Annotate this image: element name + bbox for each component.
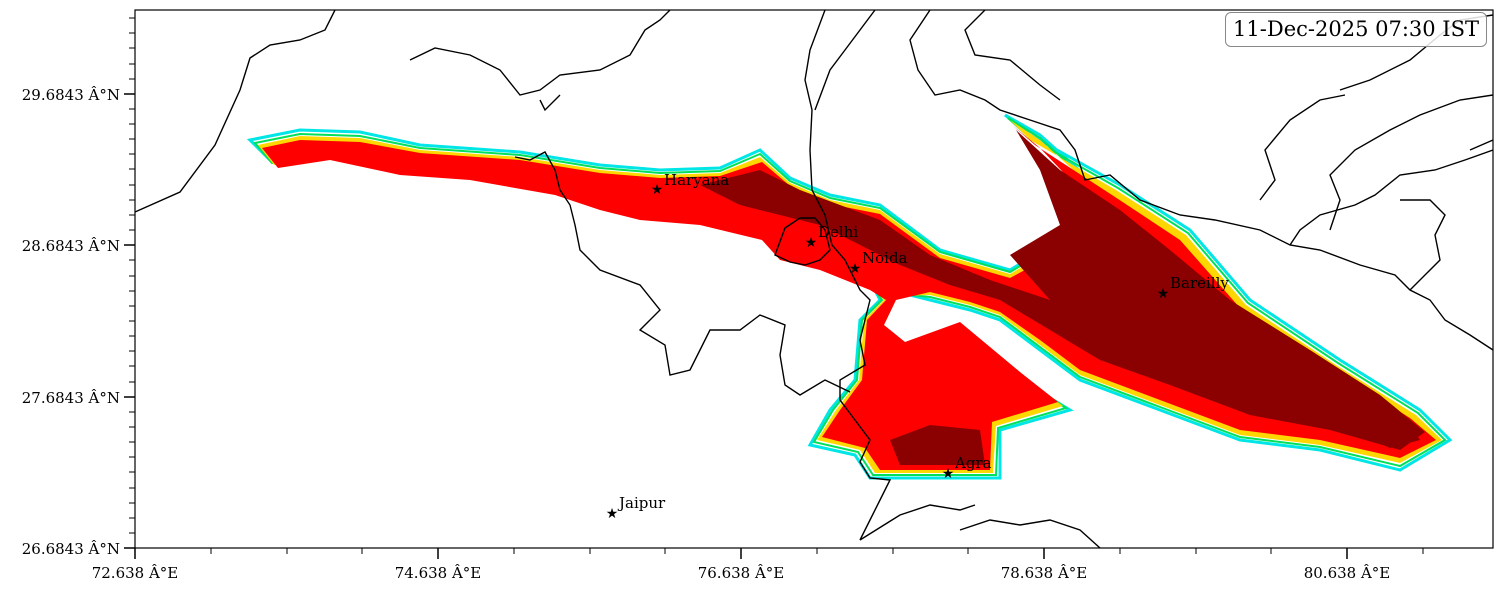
star-icon: ★ bbox=[651, 182, 664, 198]
y-tick-label: 26.6843 Â°N bbox=[22, 540, 120, 558]
star-icon: ★ bbox=[1157, 286, 1170, 302]
timestamp-label: 11-Dec-2025 07:30 IST bbox=[1225, 12, 1487, 47]
city-label: Bareilly bbox=[1170, 274, 1229, 292]
y-tick-labels: 29.6843 Â°N 28.6843 Â°N 27.6843 Â°N 26.6… bbox=[22, 86, 120, 558]
y-tick-label: 29.6843 Â°N bbox=[22, 86, 120, 104]
fog-layer-darkred bbox=[700, 130, 1425, 465]
fog-layer-red bbox=[262, 125, 1436, 470]
star-icon: ★ bbox=[606, 506, 619, 522]
city-marker-agra: ★ Agra bbox=[942, 454, 992, 482]
city-marker-bareilly: ★ Bareilly bbox=[1157, 274, 1230, 302]
plot-frame bbox=[134, 9, 1494, 549]
city-label: Jaipur bbox=[617, 494, 666, 512]
x-tick-labels: 72.638 Â°E 74.638 Â°E 76.638 Â°E 78.638 … bbox=[92, 564, 1391, 582]
city-marker-delhi: ★ Delhi bbox=[805, 223, 859, 251]
city-label: Noida bbox=[862, 249, 908, 267]
x-tick-label: 76.638 Â°E bbox=[698, 564, 785, 582]
boundary-lines bbox=[135, 10, 1493, 548]
x-tick-label: 80.638 Â°E bbox=[1304, 564, 1391, 582]
city-marker-noida: ★ Noida bbox=[849, 249, 908, 277]
star-icon: ★ bbox=[942, 466, 955, 482]
x-tick-label: 78.638 Â°E bbox=[1001, 564, 1088, 582]
y-tick-label: 27.6843 Â°N bbox=[22, 389, 120, 407]
city-label: Agra bbox=[954, 454, 992, 472]
city-markers: ★ Haryana ★ Delhi ★ Noida ★ Bareilly ★ A… bbox=[606, 171, 1230, 522]
x-tick-label: 74.638 Â°E bbox=[395, 564, 482, 582]
plot-area bbox=[135, 10, 1493, 548]
star-icon: ★ bbox=[849, 261, 862, 277]
city-marker-jaipur: ★ Jaipur bbox=[606, 494, 666, 522]
y-axis bbox=[124, 17, 135, 549]
city-label: Haryana bbox=[664, 171, 729, 189]
x-tick-label: 72.638 Â°E bbox=[92, 564, 179, 582]
city-marker-haryana: ★ Haryana bbox=[651, 171, 730, 198]
city-label: Delhi bbox=[818, 223, 858, 241]
star-icon: ★ bbox=[805, 235, 818, 251]
x-axis bbox=[134, 548, 1424, 559]
y-tick-label: 28.6843 Â°N bbox=[22, 237, 120, 255]
